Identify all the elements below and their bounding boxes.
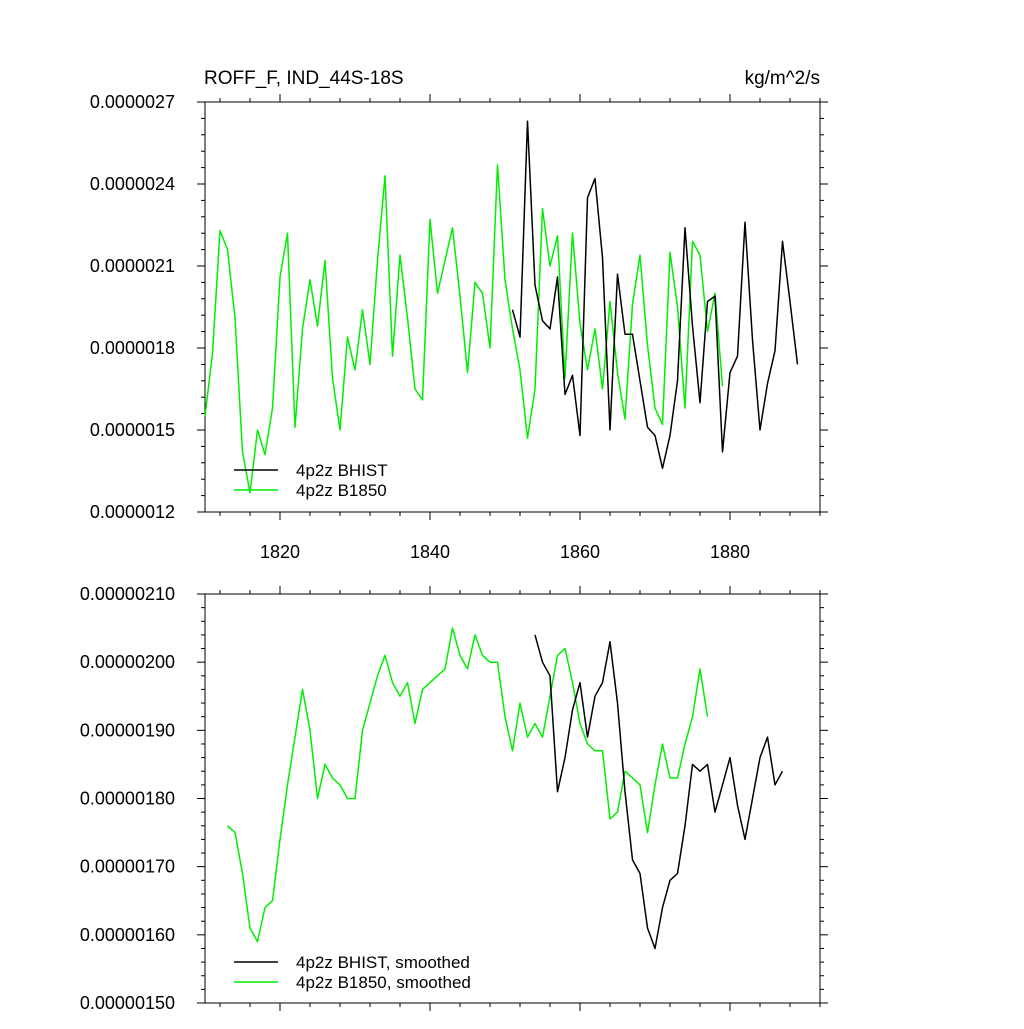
legend-label-b1850: 4p2z B1850	[296, 481, 387, 500]
y-tick-label: 0.00000190	[80, 720, 175, 740]
y-tick-label: 0.00000180	[80, 789, 175, 809]
top-panel: 0.0000012 0.0000015 0.0000018 0.0000021 0.00…	[90, 92, 828, 562]
y-tick-label: 0.0000021	[90, 256, 175, 276]
units-label: kg/m^2/s	[745, 68, 820, 89]
y-tick-label: 0.00000160	[80, 925, 175, 945]
legend-label-bhist: 4p2z BHIST	[296, 461, 388, 480]
y-tick-label: 0.00000150	[80, 993, 175, 1013]
x-tick-label: 1880	[710, 542, 750, 562]
plot-frame	[204, 593, 821, 1004]
y-tick-label: 0.0000012	[90, 502, 175, 522]
x-tick-label: 1820	[260, 542, 300, 562]
chart-title: ROFF_F, IND_44S-18S	[204, 68, 404, 89]
x-tick-label: 1840	[410, 542, 450, 562]
y-tick-label: 0.00000170	[80, 857, 175, 877]
series-line-bhist	[511, 120, 799, 470]
legend-label-b1850: 4p2z B1850, smoothed	[296, 973, 471, 992]
legend-label-bhist: 4p2z BHIST, smoothed	[296, 953, 470, 972]
x-tick-label: 1860	[560, 542, 600, 562]
bottom-panel: 0.00000150 0.00000160 0.00000170 0.00000180…	[80, 584, 828, 1013]
y-tick-label: 0.0000027	[90, 92, 175, 112]
series-line-b1850	[226, 627, 709, 943]
y-tick-label: 0.0000015	[90, 420, 175, 440]
y-tick-label: 0.00000200	[80, 652, 175, 672]
plot-frame	[204, 101, 821, 513]
y-tick-label: 0.0000018	[90, 338, 175, 358]
y-tick-label: 0.00000210	[80, 584, 175, 604]
series-line-bhist	[534, 634, 784, 950]
series-line-b1850	[204, 164, 724, 494]
y-tick-label: 0.0000024	[90, 174, 175, 194]
